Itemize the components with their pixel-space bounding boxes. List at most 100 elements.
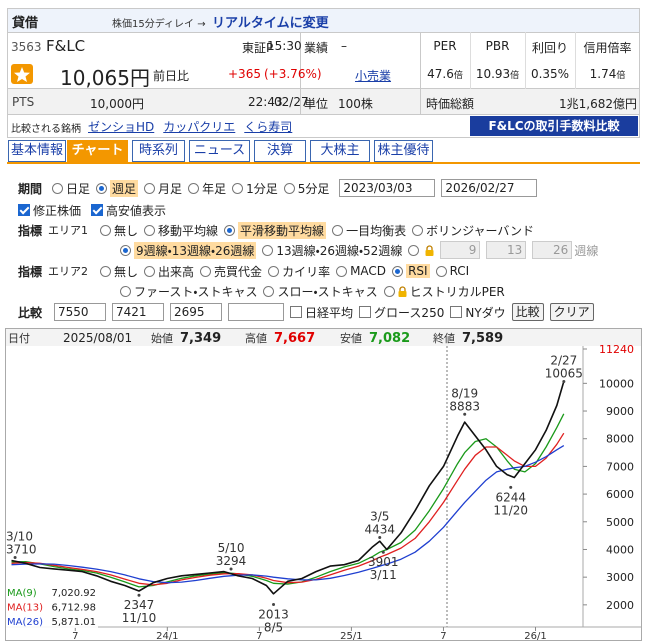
- metric-divider: [575, 32, 576, 89]
- fee-link[interactable]: F&LCの取引手数料比較: [470, 116, 638, 136]
- radio-option[interactable]: 9週線・13週線・26週線: [120, 241, 257, 259]
- checkbox-option[interactable]: グロース250: [359, 304, 444, 321]
- checkbox-option[interactable]: NYダウ: [450, 304, 506, 321]
- radio-option[interactable]: 日足: [52, 180, 90, 197]
- radio-option[interactable]: MACD: [336, 264, 386, 278]
- related-link[interactable]: カッパクリエ: [163, 120, 236, 134]
- radio[interactable]: [200, 265, 212, 277]
- compare-input[interactable]: 2695: [170, 303, 223, 321]
- radio[interactable]: [332, 224, 344, 236]
- radio[interactable]: [412, 224, 424, 236]
- radio-option[interactable]: 平滑移動平均線: [224, 221, 327, 239]
- radio-label: ファースト・ストキャス: [134, 284, 258, 299]
- ma-line: [11, 445, 565, 584]
- metric-label: 信用倍率: [583, 41, 632, 55]
- realtime-link[interactable]: リアルタイムに変更: [212, 16, 329, 31]
- radio-option[interactable]: 一目均衡表: [332, 222, 406, 239]
- checkbox[interactable]: [91, 204, 104, 216]
- radio[interactable]: [100, 224, 112, 236]
- annotation-point: [229, 567, 233, 571]
- radio-option[interactable]: 月足: [144, 180, 182, 197]
- radio-option[interactable]: 無し: [100, 263, 138, 280]
- industry-link[interactable]: 小売業: [355, 69, 392, 83]
- tab[interactable]: 決算: [254, 140, 306, 162]
- radio-option[interactable]: 5分足: [283, 180, 329, 197]
- tab[interactable]: 時系列: [132, 140, 185, 162]
- y-tick-label: 8000: [606, 433, 634, 446]
- radio[interactable]: [224, 224, 236, 236]
- radio[interactable]: [144, 182, 156, 194]
- related-link[interactable]: くら寿司: [244, 120, 293, 134]
- radio-option[interactable]: ファースト・ストキャス: [120, 283, 257, 300]
- radio[interactable]: [120, 244, 131, 256]
- checkbox[interactable]: [18, 204, 30, 216]
- radio-option[interactable]: ヒストリカルPER: [383, 283, 505, 300]
- date-from[interactable]: 2023/03/03: [339, 179, 436, 197]
- checkbox[interactable]: [359, 306, 372, 318]
- tab[interactable]: 大株主: [310, 140, 370, 162]
- radio[interactable]: [283, 182, 295, 194]
- radio-option[interactable]: 移動平均線: [144, 222, 218, 239]
- control-row: 9週線・13週線・26週線 13週線・26週線・52週線 9 13 26 週線: [120, 241, 598, 259]
- radio-option[interactable]: 13週線・26週線・52週線: [262, 242, 402, 259]
- radio-option[interactable]: 出来高: [144, 263, 194, 280]
- legend-bg: [6, 586, 98, 599]
- lock-icon: [398, 285, 407, 297]
- radio-option[interactable]: 年足: [188, 180, 226, 197]
- checkbox-option[interactable]: 日経平均: [290, 304, 353, 321]
- related-link[interactable]: ゼンショHD: [88, 120, 155, 134]
- radio[interactable]: [144, 224, 156, 236]
- radio[interactable]: [263, 285, 275, 297]
- radio-option[interactable]: 週足: [96, 179, 139, 197]
- checkbox[interactable]: [290, 306, 303, 318]
- radio[interactable]: [96, 182, 108, 194]
- radio-option[interactable]: カイリ率: [268, 263, 330, 280]
- radio[interactable]: [144, 265, 156, 277]
- radio[interactable]: [262, 244, 274, 256]
- radio[interactable]: [383, 285, 395, 297]
- radio[interactable]: [392, 265, 404, 277]
- compare-input[interactable]: 7550: [54, 303, 107, 321]
- checkbox-option[interactable]: 高安値表示: [91, 202, 166, 219]
- button[interactable]: 比較: [511, 303, 544, 321]
- radio[interactable]: [336, 265, 348, 277]
- radio[interactable]: [188, 182, 200, 194]
- radio[interactable]: [52, 182, 64, 194]
- checkbox[interactable]: [450, 306, 463, 318]
- date-to[interactable]: 2026/02/27: [441, 179, 538, 197]
- radio-option[interactable]: 無し: [100, 222, 138, 239]
- metric-value: 1.74倍: [575, 67, 640, 81]
- radio[interactable]: [408, 244, 420, 256]
- y-tick-label: 6000: [606, 488, 634, 501]
- radio-option[interactable]: スロー・ストキャス: [263, 283, 378, 300]
- radio-label: 日足: [66, 181, 91, 196]
- radio-option[interactable]: 売買代金: [200, 263, 262, 280]
- radio-option[interactable]: 1分足: [232, 180, 278, 197]
- annotation-date: 3/10: [6, 530, 33, 544]
- annotation-point: [378, 535, 382, 539]
- info-value: 7,667: [274, 331, 315, 346]
- favorite-button[interactable]: [11, 64, 33, 84]
- radio-option[interactable]: RSI: [392, 264, 430, 278]
- radio[interactable]: [435, 265, 447, 277]
- checkbox-option[interactable]: 修正株価: [18, 202, 81, 219]
- tab[interactable]: ニュース: [189, 140, 250, 162]
- tab[interactable]: チャート: [67, 140, 128, 162]
- metric-divider: [525, 32, 526, 89]
- compare-input[interactable]: 7421: [112, 303, 165, 321]
- tab[interactable]: 基本情報: [8, 140, 66, 162]
- radio[interactable]: [232, 182, 244, 194]
- button[interactable]: クリア: [549, 303, 594, 321]
- tab[interactable]: 株主優待: [374, 140, 433, 162]
- compare-input[interactable]: [228, 303, 285, 321]
- indicator-label: 指標: [18, 264, 43, 279]
- radio[interactable]: [268, 265, 280, 277]
- annotation-point: [13, 556, 17, 559]
- radio[interactable]: [120, 285, 131, 297]
- price: 10,065円: [60, 66, 150, 90]
- radio-option[interactable]: RCI: [435, 264, 469, 278]
- checkbox-label: グロース250: [374, 305, 445, 320]
- radio-option[interactable]: ボリンジャーバンド: [412, 222, 534, 239]
- radio[interactable]: [100, 265, 112, 277]
